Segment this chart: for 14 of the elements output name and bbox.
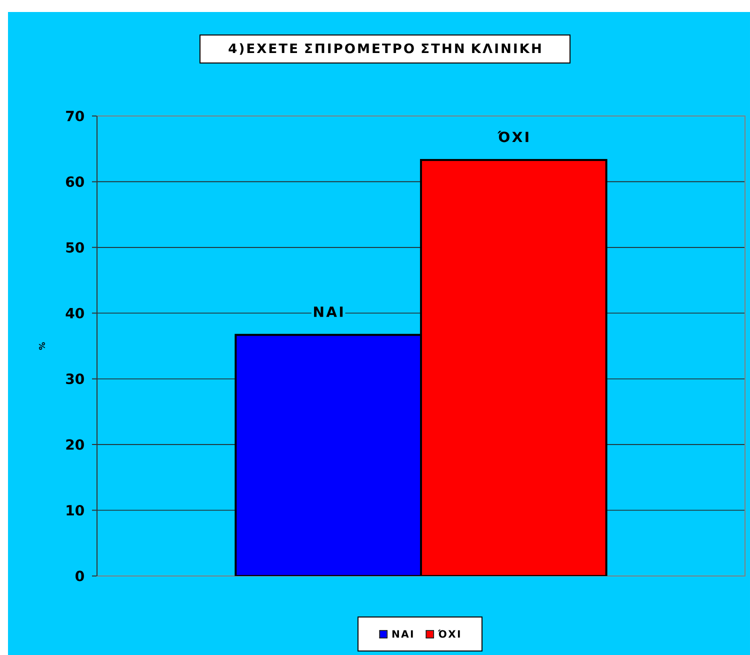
y-tick-label: 20 xyxy=(66,439,84,450)
y-axis-title: % xyxy=(38,342,46,350)
y-tick-label: 10 xyxy=(66,504,84,516)
y-tick-label: 50 xyxy=(66,242,84,253)
legend-label: ΝΑΙ xyxy=(392,630,413,638)
data-label: ΌΧΙ xyxy=(497,130,528,142)
y-tick-label: 60 xyxy=(66,176,84,187)
y-tick-label: 40 xyxy=(66,308,84,318)
y-tick-label: 0 xyxy=(76,570,84,582)
chart-title: 4)ΕΧΕΤΕ ΣΠΙΡΟΜΕΤΡΟ ΣΤΗΝ ΚΛΙΝΙΚΗ xyxy=(228,43,541,55)
legend-label: ΌΧΙ xyxy=(438,630,460,638)
y-tick-label: 30 xyxy=(66,374,84,384)
y-tick-label: 70 xyxy=(66,110,84,122)
data-label: ΝΑΙ xyxy=(314,306,343,317)
